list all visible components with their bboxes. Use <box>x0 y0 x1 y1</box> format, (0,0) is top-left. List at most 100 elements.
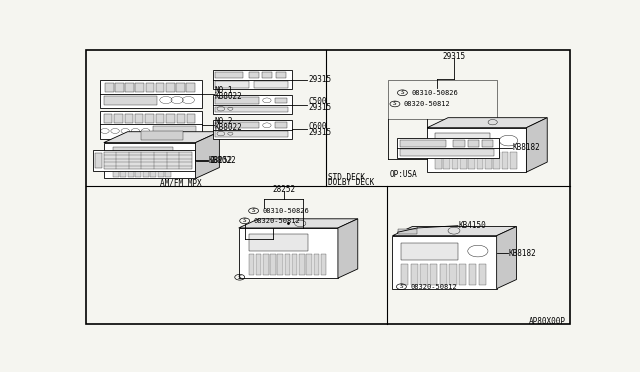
Bar <box>100 111 202 139</box>
Bar <box>93 150 195 171</box>
Text: 28252: 28252 <box>209 156 232 165</box>
Bar <box>213 95 292 114</box>
Bar <box>177 113 185 123</box>
Bar <box>276 72 286 78</box>
Polygon shape <box>392 236 497 289</box>
Bar <box>136 83 144 92</box>
Bar <box>153 126 196 137</box>
Text: C500: C500 <box>308 97 326 106</box>
Bar <box>249 254 254 275</box>
Bar <box>135 170 141 177</box>
Bar <box>254 81 287 87</box>
Bar <box>401 243 458 260</box>
Bar <box>399 229 417 234</box>
Text: 29315: 29315 <box>308 75 332 84</box>
Bar <box>321 254 326 275</box>
Bar <box>307 254 312 275</box>
Bar <box>262 72 273 78</box>
Polygon shape <box>239 228 338 278</box>
Bar <box>482 140 493 147</box>
Bar <box>95 153 102 168</box>
Text: 08310-50826: 08310-50826 <box>412 90 458 96</box>
Text: KB8022: KB8022 <box>215 92 243 101</box>
Text: S: S <box>243 218 246 223</box>
Bar <box>275 97 287 103</box>
Bar <box>156 83 164 92</box>
Polygon shape <box>239 219 358 228</box>
Bar <box>502 152 508 169</box>
Text: KB8182: KB8182 <box>513 143 540 152</box>
Bar <box>460 152 467 169</box>
Bar <box>135 113 143 123</box>
Bar <box>493 152 500 169</box>
Bar <box>215 106 289 112</box>
Bar <box>430 264 437 285</box>
Bar <box>115 113 123 123</box>
Bar <box>485 152 492 169</box>
Bar <box>410 264 418 285</box>
Bar <box>125 113 133 123</box>
Bar <box>157 170 164 177</box>
Bar <box>113 160 173 168</box>
Polygon shape <box>338 219 358 278</box>
Bar <box>165 170 171 177</box>
Bar <box>510 152 516 169</box>
Bar <box>440 264 447 285</box>
Bar <box>477 152 483 169</box>
Text: AM/FM MPX: AM/FM MPX <box>160 178 202 187</box>
Text: KB8022: KB8022 <box>209 156 237 165</box>
Bar <box>213 70 292 89</box>
Bar <box>100 80 202 108</box>
Text: KB8182: KB8182 <box>509 248 536 258</box>
Bar <box>215 131 289 137</box>
Polygon shape <box>104 132 220 142</box>
Text: AP80X00P: AP80X00P <box>529 317 566 326</box>
Bar <box>128 170 134 177</box>
Bar <box>292 254 298 275</box>
Bar <box>275 122 287 128</box>
Text: KB4150: KB4150 <box>459 221 486 230</box>
Bar <box>435 152 442 169</box>
Bar <box>213 120 292 139</box>
Text: S: S <box>238 275 241 280</box>
Bar <box>113 147 173 158</box>
Text: DOLBY DECK: DOLBY DECK <box>328 178 374 187</box>
Bar <box>215 72 243 78</box>
Polygon shape <box>428 118 547 128</box>
Bar <box>113 170 119 177</box>
Bar <box>156 113 164 123</box>
Text: S: S <box>401 90 404 95</box>
Bar <box>401 150 494 156</box>
Text: NO.1: NO.1 <box>215 86 234 95</box>
Polygon shape <box>428 128 526 172</box>
Bar <box>401 140 446 147</box>
Bar <box>150 170 156 177</box>
Text: 08320-50812: 08320-50812 <box>410 284 457 290</box>
Bar <box>215 122 259 128</box>
Text: 08320-50812: 08320-50812 <box>253 218 300 224</box>
Bar <box>397 138 499 158</box>
Bar <box>249 234 308 250</box>
Bar <box>120 170 127 177</box>
Bar <box>444 152 450 169</box>
Polygon shape <box>196 132 220 179</box>
Bar <box>270 254 276 275</box>
Bar <box>401 264 408 285</box>
Text: OP:USA: OP:USA <box>390 170 418 179</box>
Bar <box>435 133 490 148</box>
Text: KB8022: KB8022 <box>215 123 243 132</box>
Bar <box>469 264 476 285</box>
Bar <box>104 96 157 106</box>
Bar <box>215 81 249 87</box>
Bar <box>105 83 113 92</box>
Text: 08310-50826: 08310-50826 <box>262 208 309 214</box>
Text: S: S <box>252 208 255 213</box>
Text: NO.2: NO.2 <box>215 116 234 126</box>
Bar <box>166 83 175 92</box>
Bar <box>104 152 192 169</box>
Polygon shape <box>497 227 516 289</box>
Polygon shape <box>104 142 196 179</box>
Bar <box>314 254 319 275</box>
Text: 29315: 29315 <box>308 103 332 112</box>
Text: S: S <box>393 102 397 106</box>
